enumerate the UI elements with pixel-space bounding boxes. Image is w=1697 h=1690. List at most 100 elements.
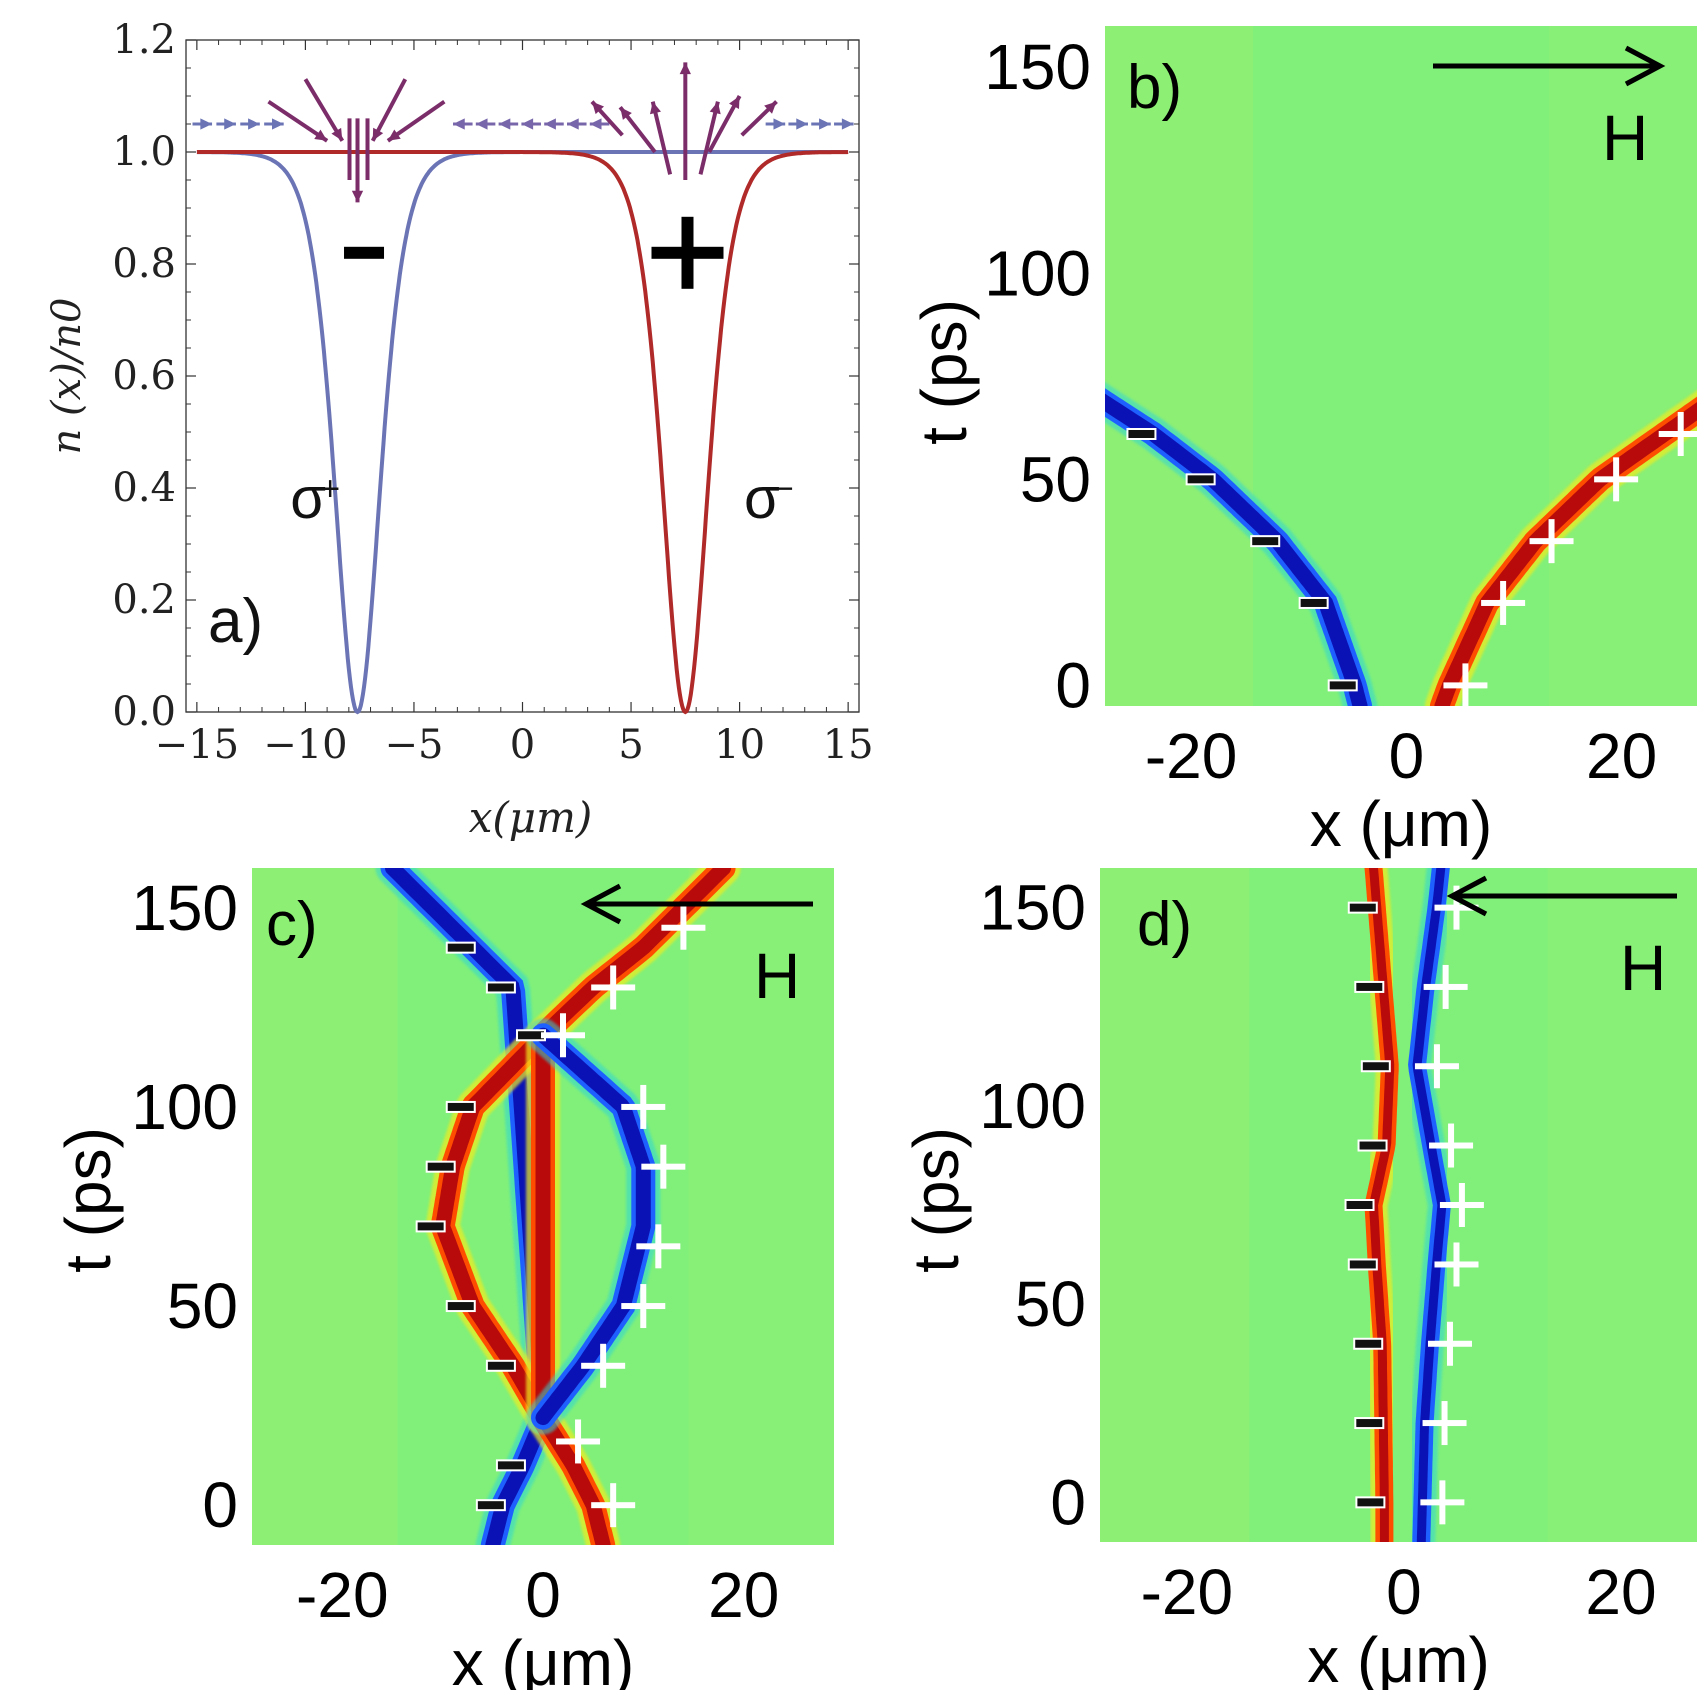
plus-marker — [1462, 663, 1469, 708]
spin-arrow-head — [591, 101, 605, 115]
sigma-plus-label: σ — [290, 466, 326, 531]
plus-marker — [1453, 885, 1460, 930]
spin-arrow-head — [475, 118, 488, 130]
minus-marker — [445, 1100, 476, 1113]
x-tick-label: 20 — [1585, 1556, 1656, 1628]
minus-marker — [425, 1160, 456, 1173]
minus-marker — [485, 1359, 516, 1372]
plus-marker — [640, 1084, 647, 1129]
plus-marker — [660, 1144, 667, 1189]
y-tick-label: 0.0 — [112, 689, 176, 735]
spin-arrow-head — [314, 129, 328, 141]
x-tick-label: 0 — [510, 722, 535, 768]
field-arrow-head — [580, 883, 622, 925]
y-axis-label: t (ps) — [52, 1127, 124, 1273]
spin-arrow-head — [729, 96, 740, 109]
minus-marker — [1355, 1496, 1386, 1509]
plus-marker — [1441, 1401, 1448, 1446]
heatmap-content — [252, 868, 834, 1545]
spin-arrow-head — [796, 118, 808, 130]
x-tick-label: 15 — [823, 722, 874, 768]
minus-marker — [1185, 473, 1216, 486]
spin-arrow-head — [351, 190, 364, 203]
x-tick-label: 0 — [1389, 720, 1425, 792]
soliton-core — [1105, 393, 1368, 706]
panel-label: d) — [1137, 890, 1192, 959]
spin-arrow-head — [679, 62, 691, 75]
spin-arrow — [650, 101, 673, 175]
y-tick-label: 150 — [131, 872, 238, 944]
minus-marker — [1327, 679, 1358, 692]
spin-arrow — [303, 78, 345, 142]
plus-marker — [680, 905, 687, 950]
x-tick-label: -20 — [1141, 1556, 1234, 1628]
plus-marker — [1677, 412, 1684, 456]
spin-arrow-head — [453, 118, 465, 130]
panel-label: c) — [266, 890, 318, 959]
x-tick-label: 10 — [714, 722, 765, 768]
plus-marker — [640, 1284, 647, 1329]
x-axis-label: x (μm) — [452, 1627, 635, 1690]
minus-marker — [516, 1029, 546, 1042]
spin-arrow-head — [649, 101, 661, 115]
y-tick-label: 1.0 — [112, 129, 176, 175]
y-tick-label: 100 — [131, 1071, 238, 1143]
minus-marker — [445, 1300, 476, 1313]
panel-a: −15 −10 −5 0 5 10 15 0.0 0.2 0.4 0.6 0.8 1.0 1.2 x(μm)… — [44, 17, 874, 842]
spin-arrow — [698, 101, 720, 175]
spin-arrow-head — [819, 118, 831, 130]
minus-marker — [1347, 901, 1378, 914]
soliton-core — [535, 868, 732, 1545]
spin-arrow-head — [620, 107, 632, 120]
minus-marker — [475, 1499, 506, 1512]
spin-arrow-head — [200, 118, 213, 130]
x-tick-label: −5 — [384, 722, 443, 768]
plus-marker — [1448, 1123, 1455, 1168]
heatmap-content — [1105, 26, 1697, 706]
sigma-minus-label: σ — [744, 466, 780, 531]
y-tick-label: 50 — [1020, 443, 1091, 515]
y-tick-label: 150 — [984, 31, 1091, 103]
spin-arrow-head — [271, 118, 284, 130]
y-axis-label: t (ps) — [900, 1127, 972, 1273]
plus-marker — [1439, 1480, 1446, 1525]
bg-texture — [252, 868, 398, 1545]
plus-marker — [600, 1343, 607, 1388]
plus-marker — [610, 965, 617, 1010]
plus-marker — [1442, 964, 1449, 1009]
soliton-core — [1434, 402, 1697, 706]
x-axis-label: x (μm) — [1310, 788, 1493, 860]
plus-marker — [610, 1483, 617, 1528]
sigma-minus-sup: − — [774, 470, 794, 508]
spin-arrow-head — [387, 129, 401, 141]
minus-marker — [1360, 1060, 1391, 1073]
plus-marker — [575, 1419, 582, 1464]
field-arrow-head — [1446, 875, 1488, 917]
field-label: H — [1602, 102, 1648, 174]
y-tick-label: 50 — [1015, 1268, 1086, 1340]
y-tick-label: 100 — [979, 1070, 1086, 1142]
minus-marker — [495, 1459, 526, 1472]
x-tick-label: 0 — [1386, 1556, 1422, 1628]
plus-marker — [1458, 1183, 1465, 1227]
bg-texture — [1547, 868, 1697, 1542]
sigma-plus-sup: + — [320, 470, 340, 508]
minus-marker — [445, 941, 476, 954]
minus-marker — [485, 981, 516, 994]
plus-marker — [1613, 457, 1620, 502]
panel-d: Hd) -20 0 20 0 50 100 150 x (μm) t (ps) — [900, 868, 1697, 1690]
bg-texture — [1105, 26, 1253, 706]
plus-marker — [655, 1224, 662, 1269]
y-tick-label: 0.4 — [112, 465, 176, 511]
spin-arrow-head — [567, 118, 579, 130]
spin-arrow-head — [248, 118, 260, 130]
minus-marker — [415, 1220, 446, 1233]
plus-marker — [560, 1013, 566, 1058]
series-line — [196, 150, 849, 715]
plus-marker — [1500, 580, 1507, 625]
spin-arrow-head — [764, 101, 777, 114]
spin-arrow-head — [709, 101, 721, 115]
bg-texture — [1549, 26, 1697, 706]
panel-c: Hc) -20 0 20 0 50 100 150 x (μm) t (ps) — [52, 868, 834, 1690]
